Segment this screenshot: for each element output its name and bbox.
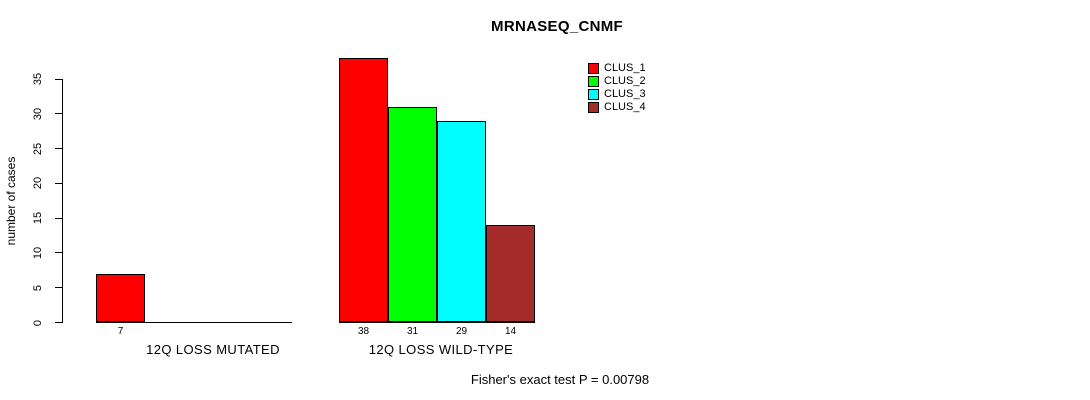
group-baseline	[96, 322, 292, 323]
chart-title: MRNASEQ_CNMF	[491, 18, 623, 35]
legend-swatch-icon	[588, 102, 599, 113]
y-tick	[55, 113, 63, 115]
y-tick-label: 10	[32, 246, 44, 260]
bar-value-label: 29	[455, 326, 468, 337]
bar-value-label: 7	[117, 326, 124, 337]
y-axis-label: number of cases	[4, 156, 18, 246]
y-tick	[55, 217, 63, 219]
legend-swatch-icon	[588, 89, 599, 100]
bar-value-label: 14	[504, 326, 517, 337]
legend-row-clus_3: CLUS_3	[588, 89, 646, 100]
group-label: 12Q LOSS MUTATED	[146, 342, 280, 357]
bar-clus_3	[437, 120, 486, 323]
y-tick	[55, 287, 63, 289]
bar-value-label: 38	[357, 326, 370, 337]
y-tick	[55, 322, 63, 323]
legend-label: CLUS_1	[604, 62, 646, 74]
y-tick-label: 30	[32, 107, 44, 120]
legend-row-clus_4: CLUS_4	[588, 102, 646, 113]
y-tick	[55, 252, 63, 254]
y-tick-label: 35	[32, 72, 44, 86]
footnote-text: Fisher's exact test P = 0.00798	[470, 372, 650, 387]
group-label: 12Q LOSS WILD-TYPE	[368, 342, 514, 357]
bar-value-label: 31	[406, 326, 419, 337]
bar-clus_1	[339, 58, 388, 323]
y-axis-line	[62, 79, 63, 323]
bar-clus_4	[486, 225, 535, 323]
y-tick	[55, 182, 63, 184]
y-tick-label: 5	[32, 284, 44, 291]
legend-row-clus_1: CLUS_1	[588, 63, 646, 74]
y-tick	[55, 78, 63, 80]
y-tick	[55, 148, 63, 150]
legend-swatch-icon	[588, 76, 599, 87]
bar-clus_1	[96, 273, 145, 323]
legend-swatch-icon	[588, 63, 599, 74]
y-tick-label: 15	[32, 212, 44, 225]
bar-clus_2	[388, 106, 437, 323]
y-tick-label: 25	[32, 142, 44, 155]
legend-label: CLUS_2	[604, 75, 646, 87]
y-tick-label: 20	[32, 177, 44, 190]
legend-label: CLUS_3	[604, 88, 646, 100]
group-baseline	[339, 322, 535, 323]
legend-label: CLUS_4	[604, 101, 646, 113]
y-tick-label: 0	[32, 319, 44, 326]
legend-row-clus_2: CLUS_2	[588, 76, 646, 87]
